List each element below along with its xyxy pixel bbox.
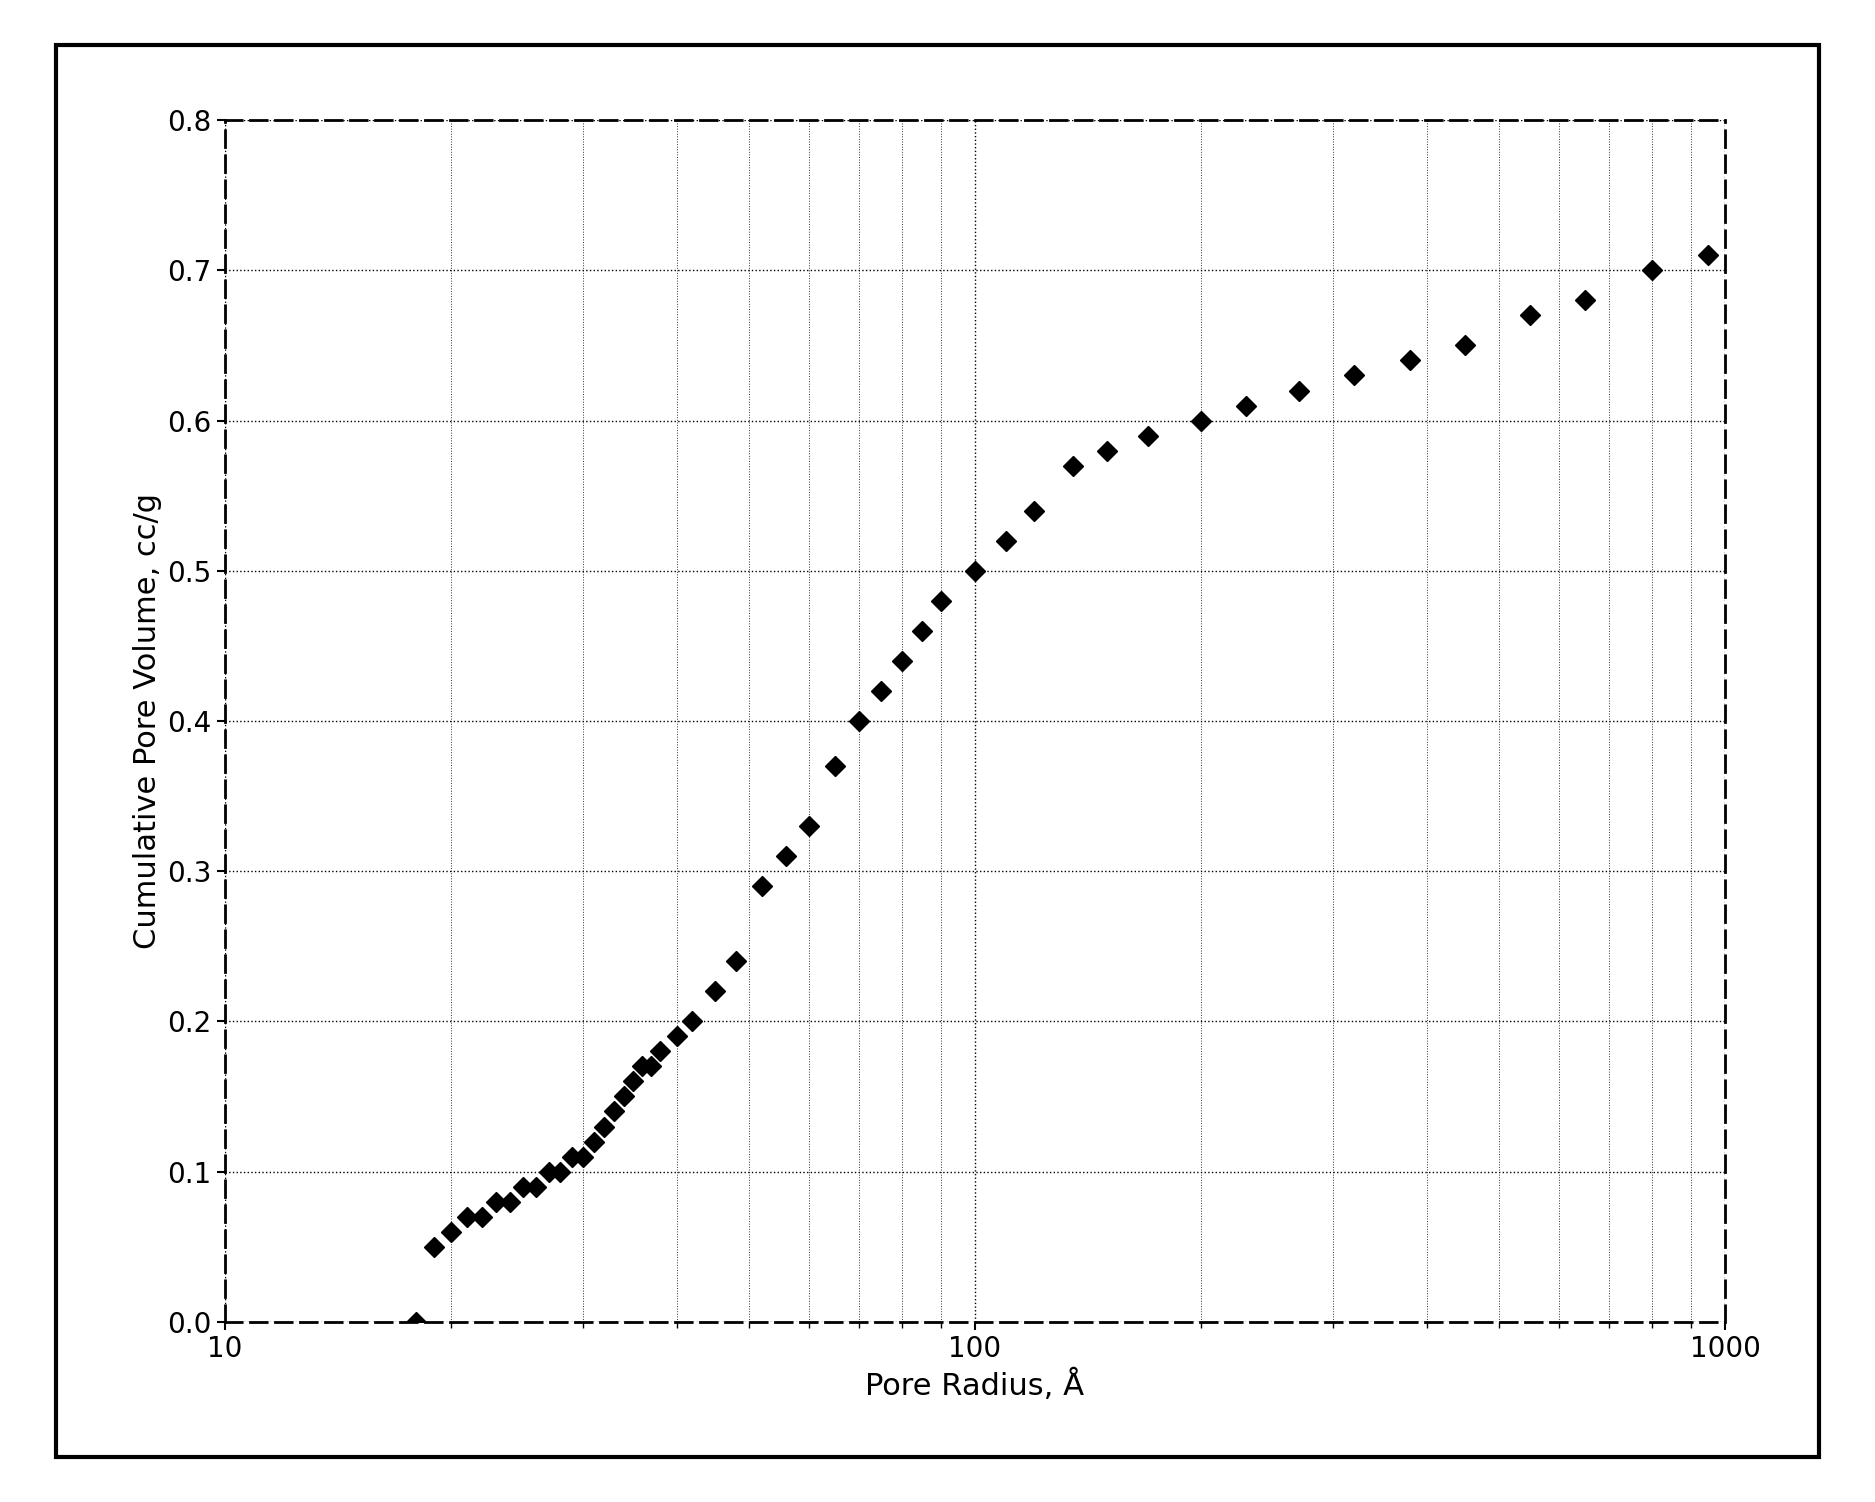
Y-axis label: Cumulative Pore Volume, cc/g: Cumulative Pore Volume, cc/g — [133, 493, 161, 949]
X-axis label: Pore Radius, Å: Pore Radius, Å — [866, 1368, 1084, 1401]
